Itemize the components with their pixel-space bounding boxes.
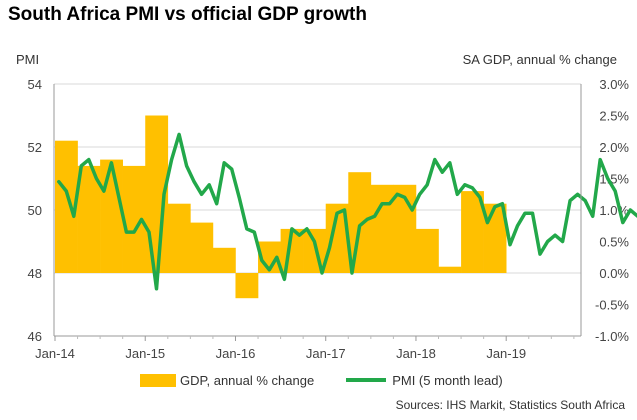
left-tick-label: 46 [28,329,42,344]
right-tick-label: -1.0% [595,329,629,344]
pmi-line [57,132,637,291]
right-axis-label: SA GDP, annual % change [462,52,617,67]
right-tick-label: 0.5% [599,235,629,250]
gdp-bar [55,140,78,273]
left-tick-label: 48 [28,266,42,281]
x-tick-label: Jan-17 [306,346,346,361]
left-tick-label: 52 [28,140,42,155]
x-tick-label: Jan-18 [396,346,436,361]
source-note: Sources: IHS Markit, Statistics South Af… [395,398,625,412]
legend-label-gdp: GDP, annual % change [180,372,315,388]
right-tick-label: 2.5% [599,109,629,124]
left-tick-label: 50 [28,203,42,218]
legend-item-gdp: GDP, annual % change [140,373,314,388]
right-tick-label: 1.5% [599,172,629,187]
x-tick-label: Jan-16 [216,346,256,361]
gdp-bar [235,273,259,299]
gdp-bar [438,266,462,273]
x-tick-label: Jan-14 [35,346,75,361]
right-tick-label: 3.0% [599,77,629,92]
gdp-bar [461,191,484,273]
gdp-bar [212,247,236,273]
gdp-bar [190,222,214,273]
gdp-bar [370,184,394,273]
right-tick-label: -0.5% [595,298,629,313]
left-axis-label: PMI [16,52,40,67]
legend-item-pmi: PMI (5 month lead) [346,373,503,388]
left-tick-label: 54 [28,77,42,92]
chart-title: South Africa PMI vs official GDP growth [8,4,367,25]
right-tick-label: 2.0% [599,140,629,155]
chart-plot: 4648505254-1.0%-0.5%0.0%0.5%1.0%1.5%2.0%… [28,77,637,361]
gdp-bar [122,165,146,273]
gdp-bar [77,165,101,273]
legend-swatch-pmi [346,378,387,382]
x-tick-label: Jan-15 [125,346,165,361]
right-tick-label: 0.0% [599,266,629,281]
x-tick-label: Jan-19 [486,346,526,361]
gdp-bar [325,203,349,273]
gdp-bar [100,159,123,273]
legend: GDP, annual % change PMI (5 month lead) [140,371,535,389]
legend-label-pmi: PMI (5 month lead) [392,372,503,388]
legend-swatch-gdp [140,373,176,387]
gdp-bar [167,203,191,273]
gdp-bar [348,172,372,273]
gdp-bar [415,228,439,273]
